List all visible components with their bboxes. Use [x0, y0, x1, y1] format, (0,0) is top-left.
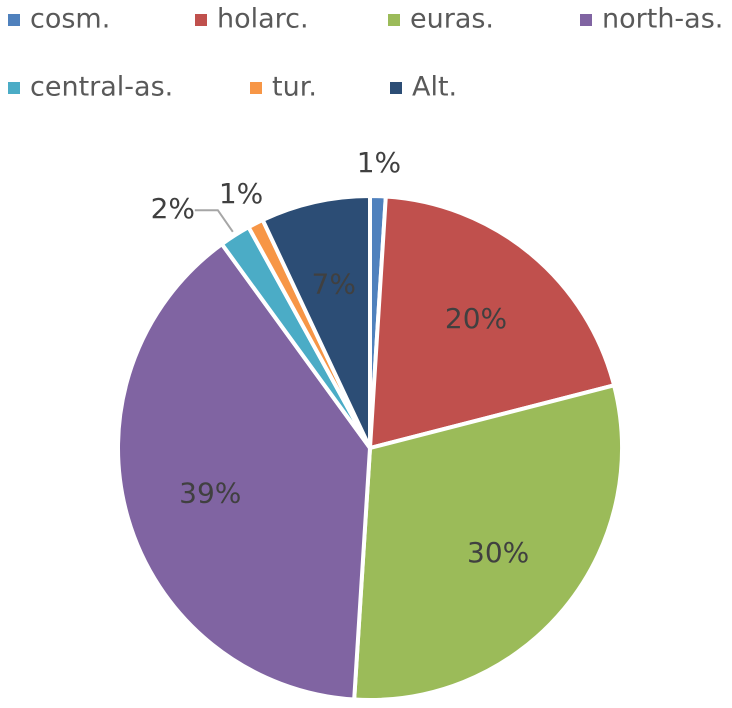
legend-label: central-as. [30, 72, 173, 103]
legend-label: euras. [410, 4, 494, 35]
data-label: 7% [312, 268, 356, 301]
pie-slice [367, 194, 617, 451]
pie-slice [116, 241, 373, 702]
data-label: 1% [357, 146, 401, 179]
pie-slice [352, 382, 624, 702]
data-label: 1% [219, 177, 263, 210]
legend-label: tur. [272, 72, 317, 103]
legend-label: holarc. [217, 4, 309, 35]
legend-swatch [580, 14, 592, 26]
legend-swatch [8, 14, 20, 26]
legend-swatch [388, 14, 400, 26]
data-label: 30% [467, 536, 529, 569]
legend-swatch [250, 82, 262, 94]
pie-slice [260, 193, 372, 449]
legend-label: cosm. [30, 4, 110, 35]
legend-swatch [390, 82, 402, 94]
data-label: 2% [151, 192, 195, 225]
data-label: 39% [179, 476, 241, 509]
legend-swatch [195, 14, 207, 26]
leader-line [194, 209, 234, 233]
data-label: 20% [445, 302, 507, 335]
legend-swatch [8, 82, 20, 94]
legend-label: north-as. [602, 4, 723, 35]
legend-label: Alt. [412, 72, 457, 103]
